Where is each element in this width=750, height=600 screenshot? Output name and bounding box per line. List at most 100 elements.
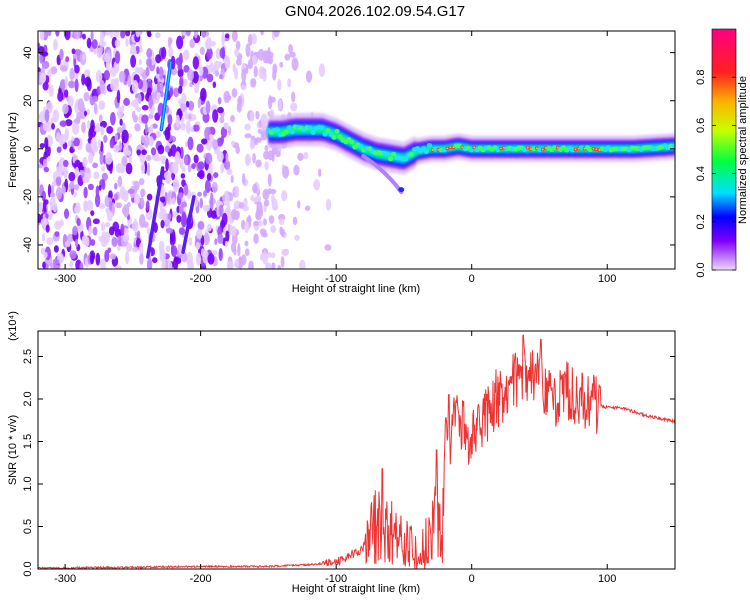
heatmap-noise-blob <box>264 161 269 171</box>
heatmap-noise-blob <box>251 33 257 45</box>
heatmap-noise-blob <box>203 232 210 246</box>
heatmap-noise-blob <box>48 84 54 97</box>
heatmap-noise-blob <box>151 58 156 66</box>
heatmap-noise-blob <box>115 202 123 209</box>
heatmap-noise-blob <box>214 70 220 77</box>
heatmap-noise-blob <box>158 240 165 254</box>
heatmap-noise-blob <box>141 149 147 156</box>
heatmap-noise-blob <box>47 155 51 162</box>
heatmap-noise-blob <box>161 208 167 221</box>
heatmap-noise-blob <box>195 241 201 250</box>
heatmap-noise-blob <box>63 166 68 180</box>
heatmap-noise-blob <box>64 240 71 248</box>
heatmap-noise-blob <box>132 247 139 253</box>
heatmap-noise-blob <box>149 124 154 133</box>
heatmap-noise-blob <box>41 51 49 57</box>
heatmap-noise-blob <box>282 165 290 179</box>
heatmap-noise-blob <box>260 113 268 126</box>
heatmap-noise-blob <box>83 91 90 102</box>
ridge-branch-blob <box>398 187 405 193</box>
heatmap-noise-blob <box>90 210 95 217</box>
heatmap-noise-blob <box>217 106 224 114</box>
heatmap-noise-blob <box>145 154 152 161</box>
x-tick-label: -200 <box>190 273 212 285</box>
heatmap-noise-blob <box>211 181 218 194</box>
heatmap-noise-blob <box>175 257 182 265</box>
heatmap-noise-blob <box>40 218 48 227</box>
heatmap-noise-blob <box>89 253 95 265</box>
heatmap-noise-blob <box>134 123 141 132</box>
heatmap-noise-blob <box>64 89 69 98</box>
heatmap-noise-blob <box>288 44 293 54</box>
y-tick-label: 1.0 <box>22 476 34 491</box>
heatmap-noise-blob <box>121 129 129 144</box>
heatmap-noise-blob <box>224 240 229 248</box>
ridge-hot-core <box>473 146 476 149</box>
heatmap-noise-blob <box>86 120 91 130</box>
heatmap-noise-blob <box>57 90 64 102</box>
heatmap-noise-blob <box>67 140 72 146</box>
heatmap-noise-blob <box>69 181 75 190</box>
ridge-blob <box>388 156 394 162</box>
heatmap-noise-blob <box>72 122 80 135</box>
colorbar-label: Normalized spectral amplitude <box>737 76 749 224</box>
heatmap-noise-blob <box>100 222 106 232</box>
heatmap-noise-blob <box>148 95 153 109</box>
heatmap-noise-blob <box>151 123 158 129</box>
heatmap-noise-blob <box>160 219 165 229</box>
ridge-hot-core <box>500 147 502 150</box>
heatmap-noise-blob <box>256 201 263 214</box>
heatmap-noise-blob <box>98 100 106 110</box>
heatmap-noise-blob <box>184 111 188 120</box>
heatmap-noise-blob <box>133 193 141 205</box>
heatmap-noise-blob <box>179 157 184 170</box>
heatmap-noise-blob <box>297 152 304 161</box>
heatmap-noise-blob <box>272 204 279 211</box>
heatmap-noise-blob <box>159 202 164 212</box>
heatmap-noise-blob <box>126 150 132 156</box>
heatmap-noise-blob <box>183 49 190 61</box>
y-tick-label: 2.5 <box>22 349 34 364</box>
heatmap-noise-blob <box>187 136 194 151</box>
heatmap-noise-blob <box>134 67 140 73</box>
heatmap-noise-blob <box>212 109 219 123</box>
heatmap-noise-blob <box>76 217 81 227</box>
heatmap-noise-blob <box>69 250 77 260</box>
heatmap-noise-blob <box>243 197 248 208</box>
heatmap-noise-blob <box>97 139 101 149</box>
heatmap-noise-field <box>38 31 332 269</box>
heatmap-noise-blob <box>105 151 113 165</box>
heatmap-noise-blob <box>240 84 247 91</box>
heatmap-noise-blob <box>297 200 301 209</box>
heatmap-noise-blob <box>44 137 49 150</box>
heatmap-noise-blob <box>109 111 116 126</box>
ridge-blob <box>423 149 430 155</box>
heatmap-noise-blob <box>68 80 76 89</box>
heatmap-noise-blob <box>278 217 285 226</box>
heatmap-noise-blob <box>75 238 79 248</box>
heatmap-noise-blob <box>136 149 141 156</box>
heatmap-noise-blob <box>325 198 332 211</box>
heatmap-noise-blob <box>93 171 100 180</box>
heatmap-noise-blob <box>147 136 154 147</box>
heatmap-noise-blob <box>161 259 166 269</box>
ridge-blob <box>522 147 528 153</box>
heatmap-noise-blob <box>165 158 169 172</box>
heatmap-noise-blob <box>168 46 173 59</box>
heatmap-noise-blob <box>234 48 239 57</box>
heatmap-noise-blob <box>204 179 211 193</box>
heatmap-noise-blob <box>72 226 78 236</box>
heatmap-noise-blob <box>88 225 92 236</box>
ridge-blob <box>331 135 337 140</box>
heatmap-noise-blob <box>146 162 151 177</box>
x-tick-label: 100 <box>598 273 616 285</box>
colorbar-gradient <box>711 28 737 271</box>
ridge-blob <box>358 144 364 149</box>
ridge-hot-core <box>449 146 452 149</box>
ridge-blob <box>310 130 316 135</box>
snr-x-label: Height of straight line (km) <box>292 583 420 595</box>
heatmap-noise-blob <box>115 163 123 174</box>
heatmap-noise-blob <box>145 66 150 77</box>
heatmap-noise-blob <box>41 60 50 69</box>
ridge-hot-core <box>446 147 449 150</box>
